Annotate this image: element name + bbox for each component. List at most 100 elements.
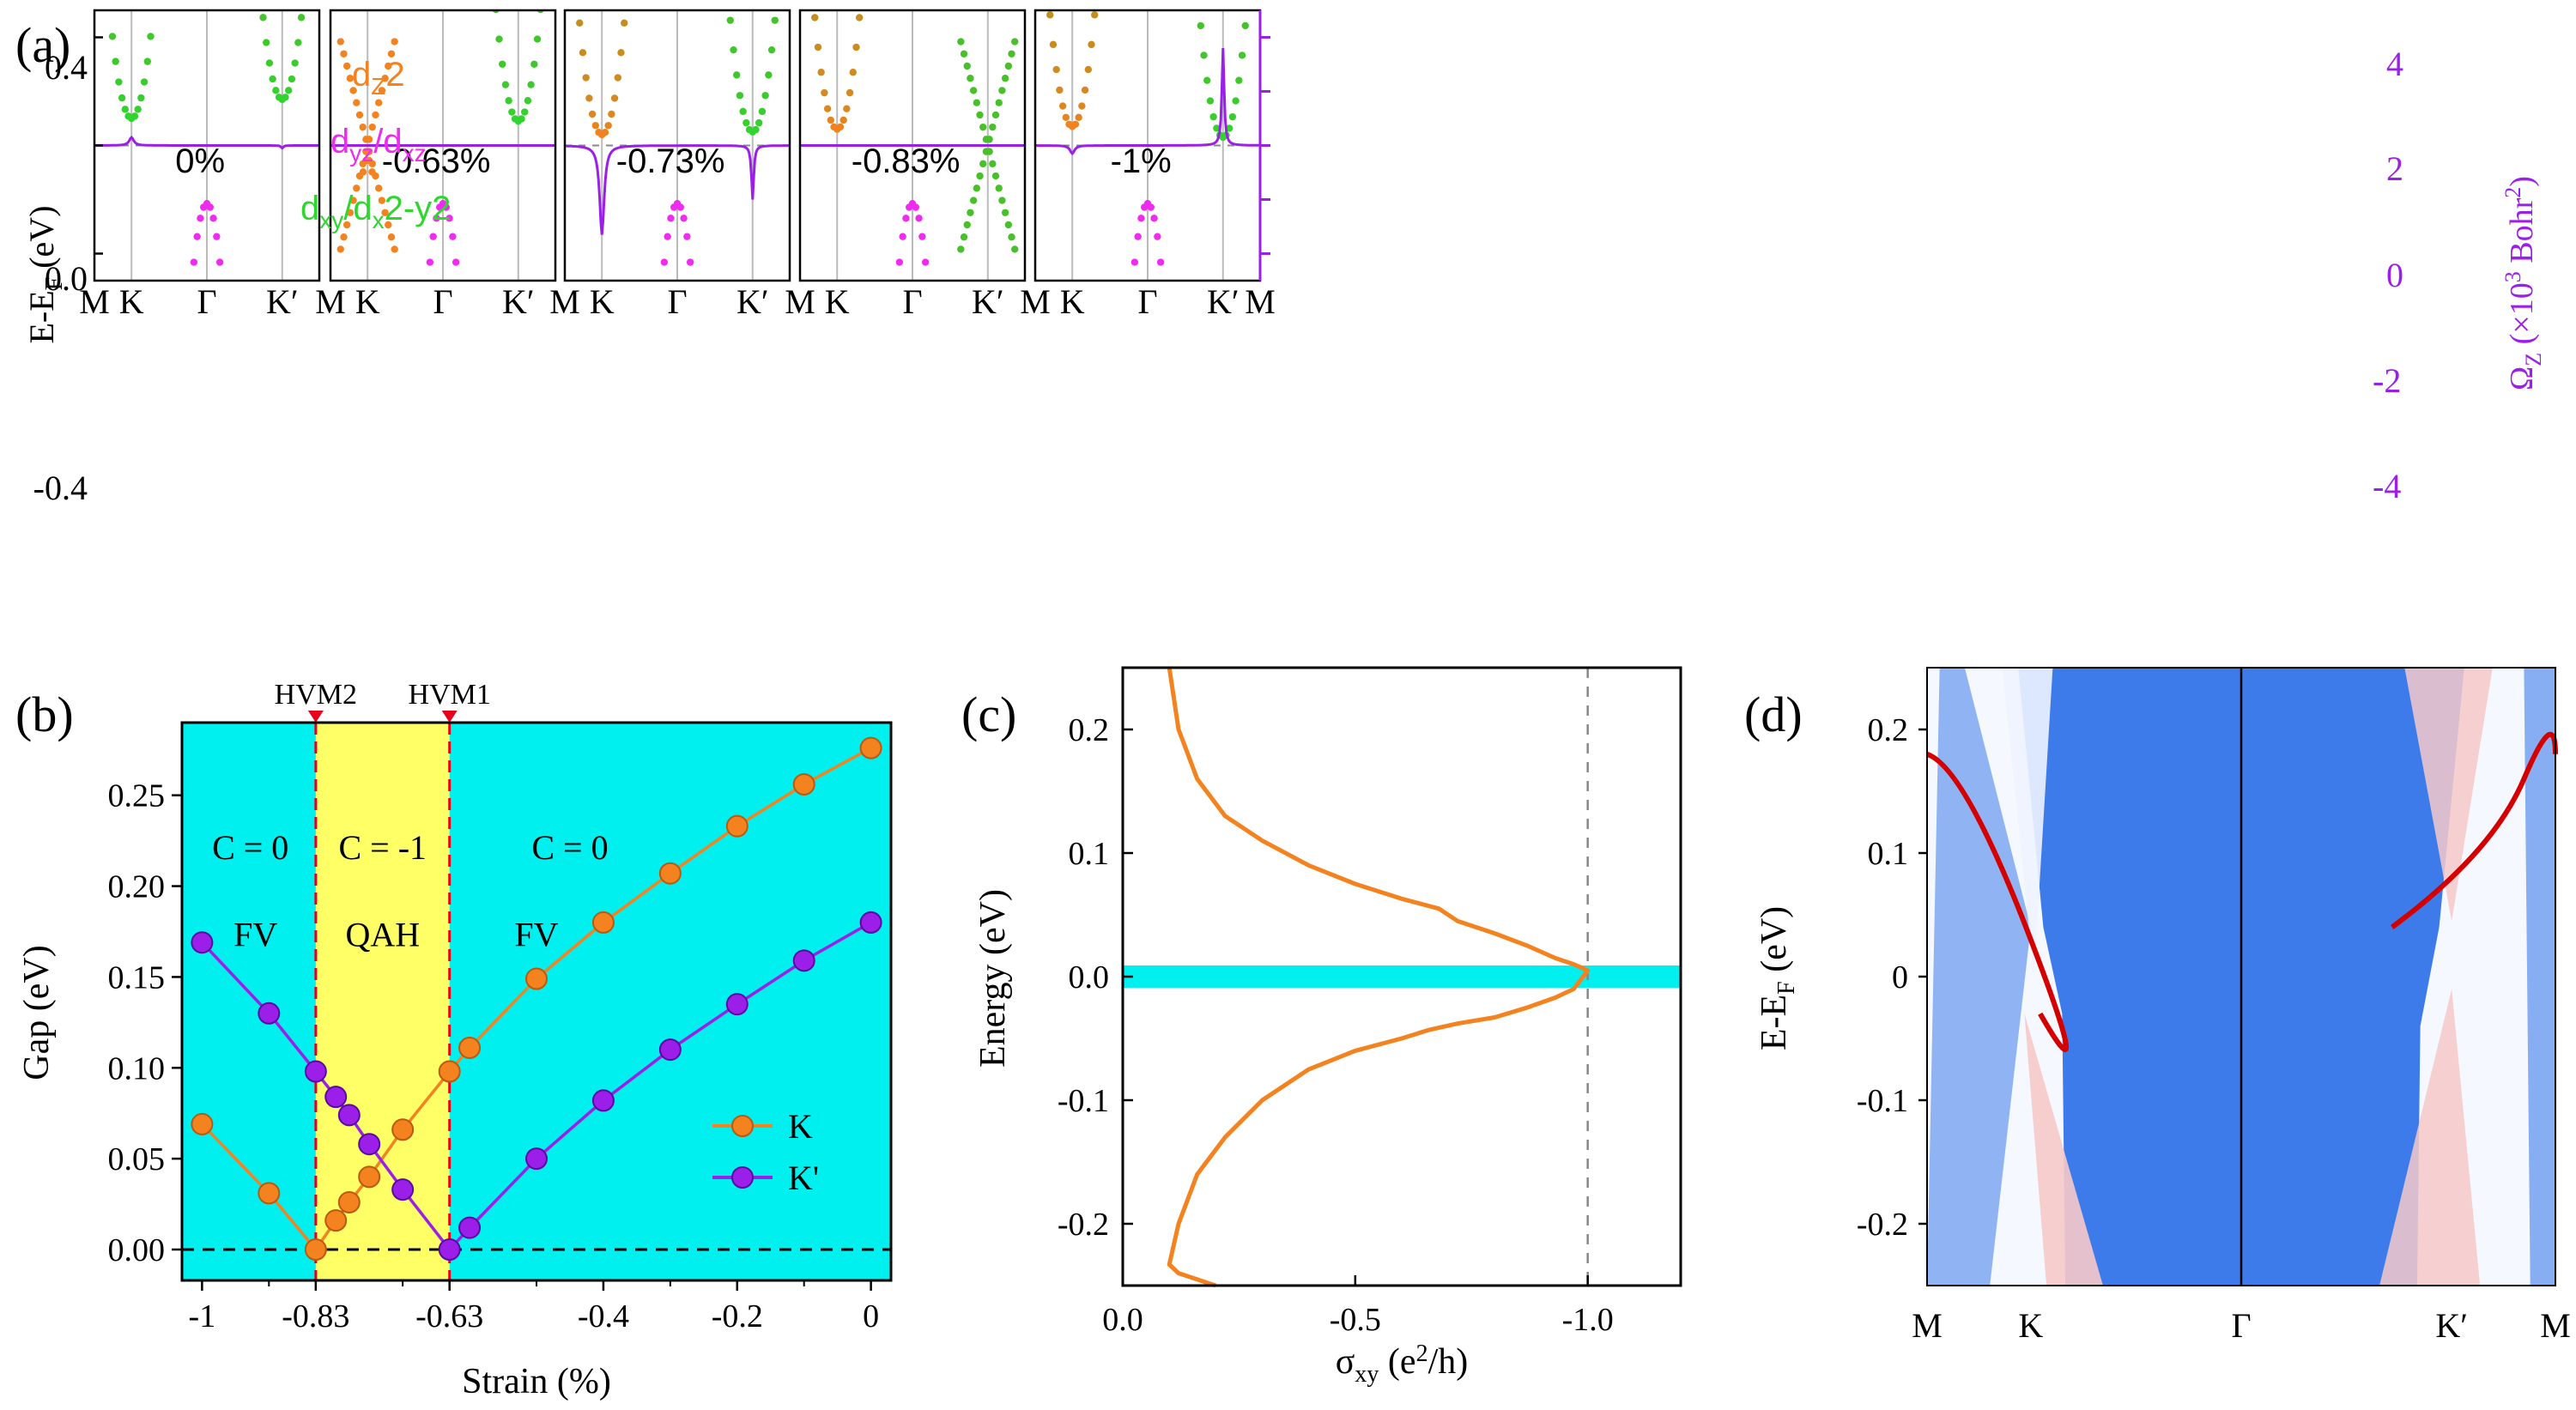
b-data-point-K' (391, 1178, 415, 1201)
a-conduction-band-K-dot (121, 106, 130, 113)
b-xtick-label: -0.2 (712, 1298, 763, 1334)
a-conduction-band-K-dot (821, 88, 828, 97)
a-conduction-band-K-dot (588, 110, 597, 118)
a-conduction-band-Kp-dot (771, 16, 779, 24)
panel-label-b: (b) (15, 687, 74, 742)
a-dirac-band-K-dot (336, 245, 344, 253)
d-ytick-label: 0 (1892, 959, 1908, 995)
a-conduction-band-Kp-dot (1228, 112, 1237, 121)
b-data-point-K (337, 1190, 361, 1213)
b-phase-label: C = 0 (531, 828, 608, 867)
b-transition-marker (441, 711, 458, 723)
a-conduction-band-K-dot (1075, 113, 1082, 122)
a-kpath-label: Γ (667, 282, 687, 321)
a-dirac-band-Kp-dot (979, 160, 987, 168)
a-conduction-band-K-dot (140, 78, 148, 86)
d-ytick-label: 0.1 (1868, 836, 1909, 872)
b-data-point-K (725, 814, 749, 838)
a-subpanel-frame (329, 9, 557, 282)
b-region-label: FV (233, 915, 277, 953)
a-strain-label: 0% (175, 142, 225, 180)
a-dirac-band-K-dot (385, 221, 392, 229)
d-edge-state-left (1925, 751, 2070, 1053)
a-dyz-band-dot (667, 215, 675, 222)
b-data-point-K (658, 862, 682, 885)
a-conduction-band-K-dot (849, 69, 857, 76)
a-dirac-band-K-dot (365, 136, 373, 143)
b-top-marker-label: HVM1 (409, 679, 491, 711)
a-conduction-band-K-dot (1062, 113, 1070, 122)
a-conduction-band-K-dot (614, 74, 621, 82)
b-data-point-K (458, 1036, 482, 1059)
c-xlabel: σxy (e2/h) (1336, 1340, 1468, 1388)
a-conduction-band-K-dot (579, 49, 587, 57)
a-dyz-band-dot (912, 203, 919, 211)
a-subpanel-frame (563, 9, 791, 282)
a-subpanel-1: -0.63% M K Γ K′ (315, 9, 557, 321)
a-dirac-band-Kp-dot (1011, 38, 1019, 45)
a-berry-curvature-line (94, 135, 319, 150)
b-phase-label: C = -1 (338, 828, 427, 867)
a-ytick-label: 0.4 (45, 48, 88, 87)
a-dirac-band-Kp-dot (998, 87, 1006, 94)
a-conduction-band-Kp-dot (527, 81, 535, 88)
a-conduction-band-Kp-dot (755, 118, 763, 127)
a-conduction-band-K-dot (137, 94, 145, 102)
a-conduction-band-Kp-dot (758, 107, 767, 116)
a-dirac-band-K-dot (374, 185, 383, 192)
a-conduction-band-K-dot (823, 105, 832, 112)
a-dyz-band-dot (452, 258, 460, 266)
a-dirac-band-Kp-dot (973, 185, 981, 192)
a-dirac-band-Kp-dot (960, 233, 968, 241)
a-kpath-label: K (825, 282, 850, 321)
a-conduction-band-Kp-dot (272, 87, 280, 94)
b-data-point-K' (191, 931, 214, 954)
b-xtick-label: -0.83 (282, 1298, 349, 1334)
b-data-point-K (591, 911, 615, 934)
a-conduction-band-K-dot (846, 88, 854, 97)
d-bulk-shade-left (1927, 668, 2031, 1286)
a-strain-label: -0.63% (382, 142, 491, 180)
a-conduction-band-Kp-dot (259, 14, 267, 21)
a-subpanel-0: 0% M K Γ K′ (79, 9, 321, 321)
a-dirac-band-K-dot (355, 111, 364, 119)
b-region-label: FV (514, 915, 558, 953)
d-ylabel: E-EF (eV) (1755, 906, 1800, 1050)
a-dirac-band-Kp-dot (957, 245, 965, 253)
b-data-point-K (324, 1209, 348, 1232)
a-conduction-band-Kp-dot (263, 39, 270, 46)
d-bulk-shade-right (2524, 668, 2555, 1286)
a-dirac-band-Kp-dot (1008, 50, 1015, 57)
a-dirac-band-K-dot (368, 123, 376, 131)
a-conduction-band-Kp-dot (1209, 112, 1217, 121)
b-xtick-label: 0 (863, 1298, 879, 1334)
a-kpath-label: K′ (502, 282, 535, 321)
c-ylabel: Energy (eV) (973, 889, 1013, 1068)
a-dirac-band-K-dot (391, 245, 398, 253)
a-conduction-band-Kp-dot (1197, 21, 1204, 30)
a-dirac-band-K-dot (365, 156, 373, 165)
a-dirac-band-Kp-dot (991, 111, 1000, 119)
a-conduction-band-K-dot (1084, 65, 1092, 74)
a-dyz-band-dot (193, 233, 201, 240)
a-dyz-band-dot (445, 215, 453, 222)
a-dirac-band-K-dot (346, 209, 355, 216)
b-top-marker-label: HVM2 (275, 679, 357, 711)
b-ytick-label: 0.15 (108, 959, 166, 995)
a-dirac-band-Kp-dot (998, 197, 1006, 204)
a-dyz-band-dot (915, 215, 923, 222)
a-conduction-band-Kp-dot (730, 45, 737, 54)
b-xtick-label: -1 (189, 1298, 216, 1334)
b-data-point-K (525, 967, 548, 990)
a-kpath-label: K (590, 282, 615, 321)
b-legend-kp-label: K' (788, 1159, 819, 1197)
legend-dz2: dZ2 (352, 56, 405, 100)
a-right-ytick-label: 4 (2386, 45, 2403, 83)
a-conduction-band-Kp-dot (499, 60, 506, 68)
b-data-point-K (191, 1112, 214, 1135)
a-plot-area (330, 10, 555, 281)
a-dirac-band-K-dot (374, 99, 383, 106)
a-dirac-band-Kp-dot (989, 123, 997, 131)
b-data-point-K (258, 1182, 281, 1205)
